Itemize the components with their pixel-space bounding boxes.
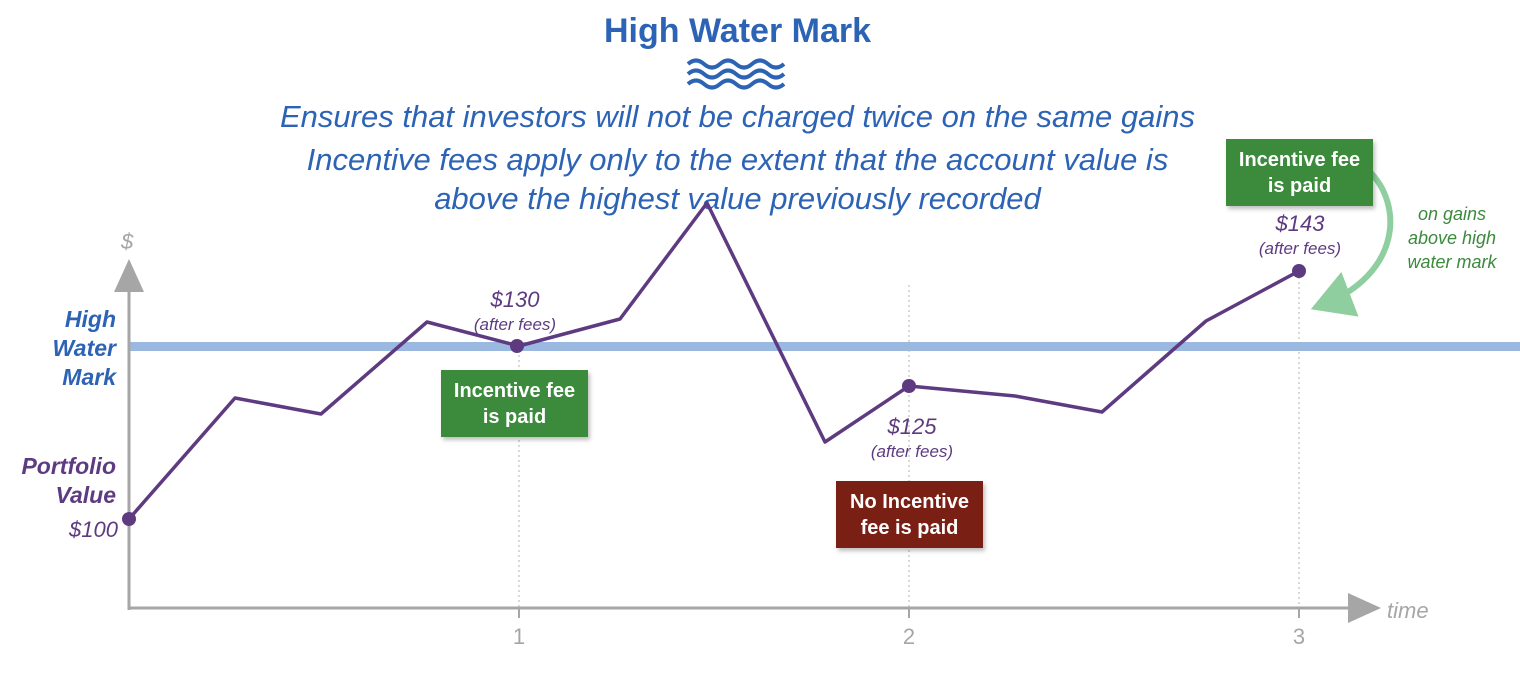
portfolio-label-line-2: Value	[55, 482, 116, 508]
point-3-note: (after fees)	[1258, 239, 1342, 258]
start-value: $100	[40, 517, 118, 543]
no-incentive-fee-badge: No Incentive fee is paid	[836, 481, 983, 548]
portfolio-value-line	[127, 201, 1300, 521]
subtitle-line-3: above the highest value previously recor…	[434, 181, 1041, 216]
hwm-label-line-3: Mark	[62, 364, 116, 390]
hwm-label-line-2: Water	[52, 335, 117, 361]
point-2-amount: $125	[887, 414, 937, 439]
portfolio-label-line-1: Portfolio	[21, 453, 116, 479]
point-2-value: $125 (after fees)	[850, 414, 974, 462]
side-note-line-2: above high	[1407, 228, 1497, 248]
badge-3-line-2: is paid	[1267, 174, 1332, 197]
high-water-mark-label: High Water Mark	[10, 305, 117, 392]
subtitle-line-2: Incentive fees apply only to the extent …	[306, 142, 1169, 177]
badge-1-line-1: Incentive fee	[453, 379, 576, 402]
waves-icon	[686, 58, 786, 90]
badge-2-line-1: No Incentive	[850, 490, 969, 513]
side-note-line-3: water mark	[1407, 252, 1497, 272]
point-3-value: $143 (after fees)	[1240, 211, 1360, 259]
point-2	[902, 379, 916, 393]
point-1-value: $130 (after fees)	[455, 287, 575, 335]
portfolio-value-label: Portfolio Value	[0, 452, 116, 510]
point-2-note: (after fees)	[870, 442, 954, 461]
start-value-amount: $100	[69, 517, 118, 542]
point-1-note: (after fees)	[473, 315, 557, 334]
y-axis-symbol: $	[121, 229, 134, 254]
hwm-label-line-1: High	[64, 306, 116, 332]
x-axis-label: time	[1387, 598, 1429, 623]
badge-1-line-2: is paid	[482, 405, 547, 428]
subtitle-line-1: Ensures that investors will not be charg…	[280, 99, 1195, 134]
page-title: High Water Mark	[603, 12, 871, 50]
point-1	[510, 339, 524, 353]
side-note-line-1: on gains	[1417, 204, 1487, 224]
badge-3-line-1: Incentive fee	[1238, 148, 1361, 171]
point-3-amount: $143	[1275, 211, 1325, 236]
incentive-fee-paid-badge-2: Incentive fee is paid	[1226, 139, 1373, 206]
x-tick-3: 3	[1292, 624, 1306, 649]
gains-side-note: on gains above high water mark	[1392, 202, 1512, 274]
curved-arrow-icon	[1310, 167, 1394, 317]
point-3	[1292, 264, 1306, 278]
high-water-mark-line	[129, 342, 1520, 351]
point-1-amount: $130	[490, 287, 540, 312]
x-tick-2: 2	[902, 624, 916, 649]
x-tick-1: 1	[512, 624, 526, 649]
point-start	[122, 512, 136, 526]
incentive-fee-paid-badge-1: Incentive fee is paid	[441, 370, 588, 437]
badge-2-line-2: fee is paid	[860, 516, 959, 539]
